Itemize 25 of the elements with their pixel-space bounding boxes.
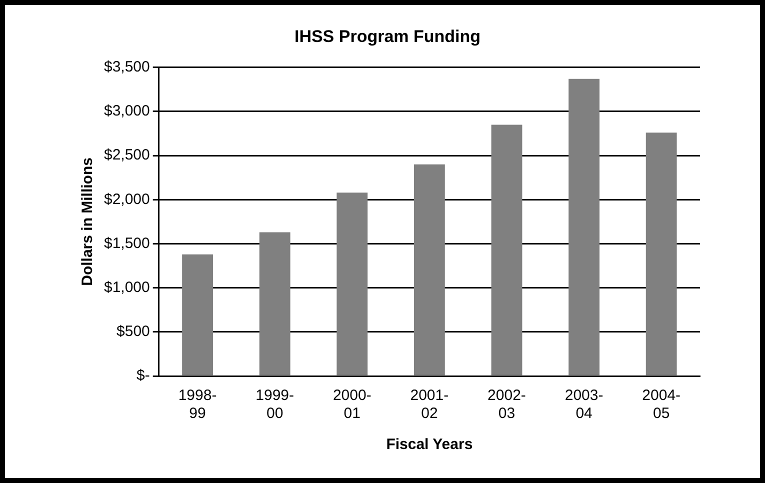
bar [182, 254, 213, 376]
bar [646, 132, 677, 376]
bar [491, 124, 522, 376]
y-tick-label: $1,500 [104, 234, 150, 252]
y-tick-label: $3,500 [104, 58, 150, 76]
x-tick-label: 2003-04 [564, 387, 604, 422]
x-tick-label: 2004-05 [642, 387, 681, 422]
y-tick-label: $3,000 [104, 102, 150, 120]
chart-title: IHSS Program Funding [294, 26, 481, 46]
x-tick-label: 1998-99 [178, 387, 217, 422]
bar [259, 232, 290, 376]
x-tick-label: 2000-01 [332, 387, 372, 422]
y-axis-title: Dollars in Millions [79, 158, 96, 286]
y-tick-label: $500 [116, 323, 150, 340]
x-axis-title: Fiscal Years [386, 436, 473, 454]
bar [568, 78, 600, 376]
x-tick-label: 2002-03 [488, 387, 526, 422]
x-tick-label: 2001-02 [410, 387, 449, 422]
y-tick-label: $2,500 [104, 146, 150, 164]
y-tick-label: $1,000 [104, 278, 150, 296]
y-tick-label: $2,000 [104, 190, 150, 208]
bar [414, 164, 445, 376]
y-tick-label: $- [136, 367, 150, 384]
x-tick-label: 1999-00 [256, 387, 294, 422]
bar [336, 192, 368, 376]
